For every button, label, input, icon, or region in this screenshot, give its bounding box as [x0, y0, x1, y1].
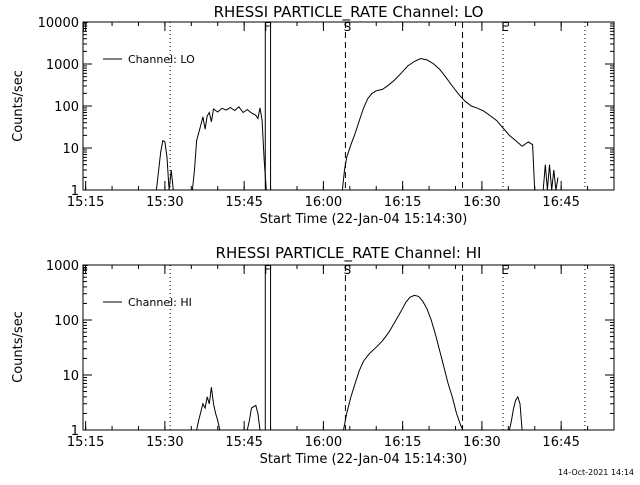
- lo-marker-label: S: [344, 20, 352, 34]
- hi-legend-label: Channel: HI: [128, 296, 192, 309]
- lo-chart-title: RHESSI PARTICLE_RATE Channel: LO: [214, 3, 484, 22]
- lo-x-axis-label: Start Time (22-Jan-04 15:14:30): [260, 212, 468, 227]
- lo-plot-frame: [82, 21, 615, 191]
- hi-x-tick-label: 16:30: [463, 435, 500, 450]
- hi-marker-label: S: [344, 263, 352, 277]
- hi-y-tick-label: 1000: [46, 259, 79, 274]
- hi-plot-frame: [82, 264, 615, 431]
- lo-x-tick-label: 15:45: [225, 195, 262, 210]
- lo-y-tick-label: 1000: [46, 58, 79, 73]
- hi-marker-label: F: [82, 263, 89, 277]
- hi-y-tick-label: 100: [54, 314, 79, 329]
- hi-x-tick-label: 16:15: [384, 435, 421, 450]
- hi-chart-title: RHESSI PARTICLE_RATE Channel: HI: [216, 244, 482, 263]
- hi-series-line: [246, 404, 261, 431]
- lo-marker-label: F: [82, 20, 89, 34]
- lo-marker-label: F: [264, 20, 271, 34]
- hi-y-axis-label: Counts/sec: [11, 311, 26, 383]
- lo-series-line: [542, 164, 559, 191]
- lo-y-tick-label: 100: [54, 100, 79, 115]
- hi-y-tick-label: 1: [71, 424, 79, 439]
- hi-x-tick-label: 15:45: [225, 435, 262, 450]
- lo-y-axis-label: Counts/sec: [11, 70, 26, 142]
- lo-series-line: [341, 57, 536, 191]
- hi-series-line: [343, 294, 464, 431]
- hi-x-tick-label: 16:45: [542, 435, 579, 450]
- lo-y-tick-label: 10000: [38, 16, 79, 31]
- lo-x-tick-label: 16:30: [463, 195, 500, 210]
- hi-x-tick-label: 15:15: [67, 435, 104, 450]
- hi-marker-label: F: [264, 263, 271, 277]
- lo-y-tick-label: 1: [71, 184, 79, 199]
- lo-series-line: [155, 139, 174, 191]
- hi-series-line: [196, 387, 221, 431]
- footer-timestamp: 14-Oct-2021 14:14: [558, 468, 634, 477]
- lo-marker-label: E: [501, 20, 509, 34]
- lo-series-line: [191, 106, 267, 191]
- lo-legend-label: Channel: LO: [128, 53, 195, 66]
- lo-x-tick-label: 15:30: [146, 195, 183, 210]
- lo-x-tick-label: 16:00: [305, 195, 342, 210]
- lo-x-tick-label: 16:45: [542, 195, 579, 210]
- lo-y-tick-label: 10: [62, 142, 79, 157]
- hi-x-tick-label: 16:00: [305, 435, 342, 450]
- hi-x-axis-label: Start Time (22-Jan-04 15:14:30): [260, 452, 468, 467]
- hi-marker-label: E: [501, 263, 509, 277]
- hi-x-tick-label: 15:30: [146, 435, 183, 450]
- hi-series-line: [508, 395, 523, 431]
- hi-y-tick-label: 10: [62, 369, 79, 384]
- lo-x-tick-label: 15:15: [67, 195, 104, 210]
- lo-x-tick-label: 16:15: [384, 195, 421, 210]
